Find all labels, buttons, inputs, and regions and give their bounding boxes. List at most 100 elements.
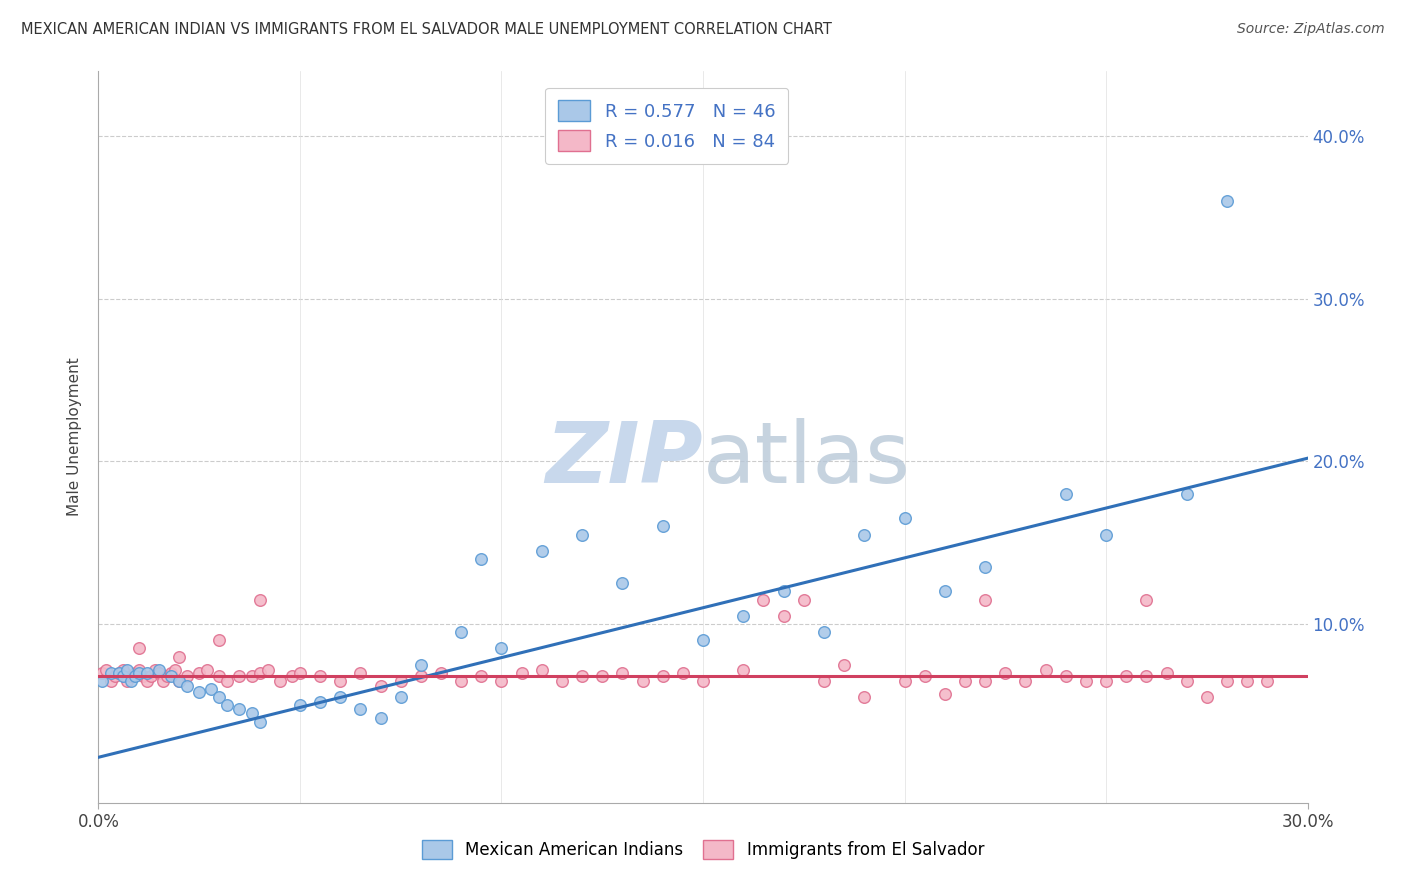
Point — [450, 673, 472, 688]
Point — [148, 665, 170, 680]
Point — [1216, 673, 1239, 688]
Point — [994, 665, 1017, 680]
Point — [491, 641, 513, 656]
Point — [733, 608, 755, 623]
Point — [228, 701, 250, 715]
Point — [167, 649, 190, 664]
Point — [309, 669, 332, 683]
Point — [752, 592, 775, 607]
Point — [349, 701, 371, 715]
Point — [195, 663, 218, 677]
Point — [974, 673, 997, 688]
Point — [217, 673, 239, 688]
Point — [309, 695, 332, 709]
Point — [651, 519, 673, 533]
Point — [1095, 527, 1118, 541]
Point — [115, 663, 138, 677]
Point — [135, 665, 157, 680]
Point — [256, 663, 278, 677]
Point — [934, 584, 956, 599]
Point — [450, 625, 472, 640]
Text: MEXICAN AMERICAN INDIAN VS IMMIGRANTS FROM EL SALVADOR MALE UNEMPLOYMENT CORRELA: MEXICAN AMERICAN INDIAN VS IMMIGRANTS FR… — [21, 22, 832, 37]
Point — [692, 673, 714, 688]
Point — [1256, 673, 1278, 688]
Point — [124, 669, 146, 683]
Point — [1035, 663, 1057, 677]
Point — [249, 665, 271, 680]
Point — [128, 665, 150, 680]
Point — [1175, 487, 1198, 501]
Point — [91, 673, 114, 688]
Point — [139, 669, 162, 683]
Point — [176, 679, 198, 693]
Point — [491, 673, 513, 688]
Point — [329, 690, 352, 705]
Point — [135, 673, 157, 688]
Point — [551, 673, 574, 688]
Point — [124, 665, 146, 680]
Point — [349, 665, 371, 680]
Point — [188, 685, 211, 699]
Point — [160, 669, 183, 683]
Point — [100, 665, 122, 680]
Point — [152, 673, 174, 688]
Point — [329, 673, 352, 688]
Point — [692, 633, 714, 648]
Point — [510, 665, 533, 680]
Point — [389, 690, 412, 705]
Point — [1054, 487, 1077, 501]
Point — [409, 669, 432, 683]
Legend: Mexican American Indians, Immigrants from El Salvador: Mexican American Indians, Immigrants fro… — [415, 833, 991, 866]
Point — [914, 669, 936, 683]
Legend: R = 0.577   N = 46, R = 0.016   N = 84: R = 0.577 N = 46, R = 0.016 N = 84 — [546, 87, 789, 164]
Point — [370, 711, 392, 725]
Point — [813, 673, 835, 688]
Point — [148, 663, 170, 677]
Point — [934, 687, 956, 701]
Point — [772, 584, 794, 599]
Point — [893, 673, 915, 688]
Point — [1115, 669, 1137, 683]
Point — [470, 669, 492, 683]
Point — [974, 592, 997, 607]
Point — [1216, 194, 1239, 209]
Point — [893, 511, 915, 525]
Point — [612, 665, 634, 680]
Text: ZIP: ZIP — [546, 417, 703, 500]
Point — [167, 673, 190, 688]
Point — [953, 673, 976, 688]
Point — [389, 673, 412, 688]
Point — [832, 657, 855, 672]
Point — [1054, 669, 1077, 683]
Point — [249, 592, 271, 607]
Point — [530, 663, 553, 677]
Point — [208, 690, 231, 705]
Point — [91, 665, 114, 680]
Point — [1175, 673, 1198, 688]
Point — [470, 552, 492, 566]
Point — [288, 698, 311, 713]
Point — [120, 669, 142, 683]
Point — [217, 698, 239, 713]
Point — [240, 669, 263, 683]
Point — [163, 663, 186, 677]
Point — [631, 673, 654, 688]
Point — [571, 527, 593, 541]
Point — [853, 690, 876, 705]
Point — [591, 669, 613, 683]
Point — [132, 669, 155, 683]
Point — [167, 673, 190, 688]
Point — [269, 673, 291, 688]
Point — [240, 706, 263, 721]
Point — [111, 663, 134, 677]
Point — [1236, 673, 1258, 688]
Point — [96, 663, 118, 677]
Point — [281, 669, 304, 683]
Point — [107, 665, 129, 680]
Point — [1135, 592, 1157, 607]
Point — [156, 669, 179, 683]
Point — [1074, 673, 1097, 688]
Point — [160, 665, 183, 680]
Point — [128, 641, 150, 656]
Point — [1095, 673, 1118, 688]
